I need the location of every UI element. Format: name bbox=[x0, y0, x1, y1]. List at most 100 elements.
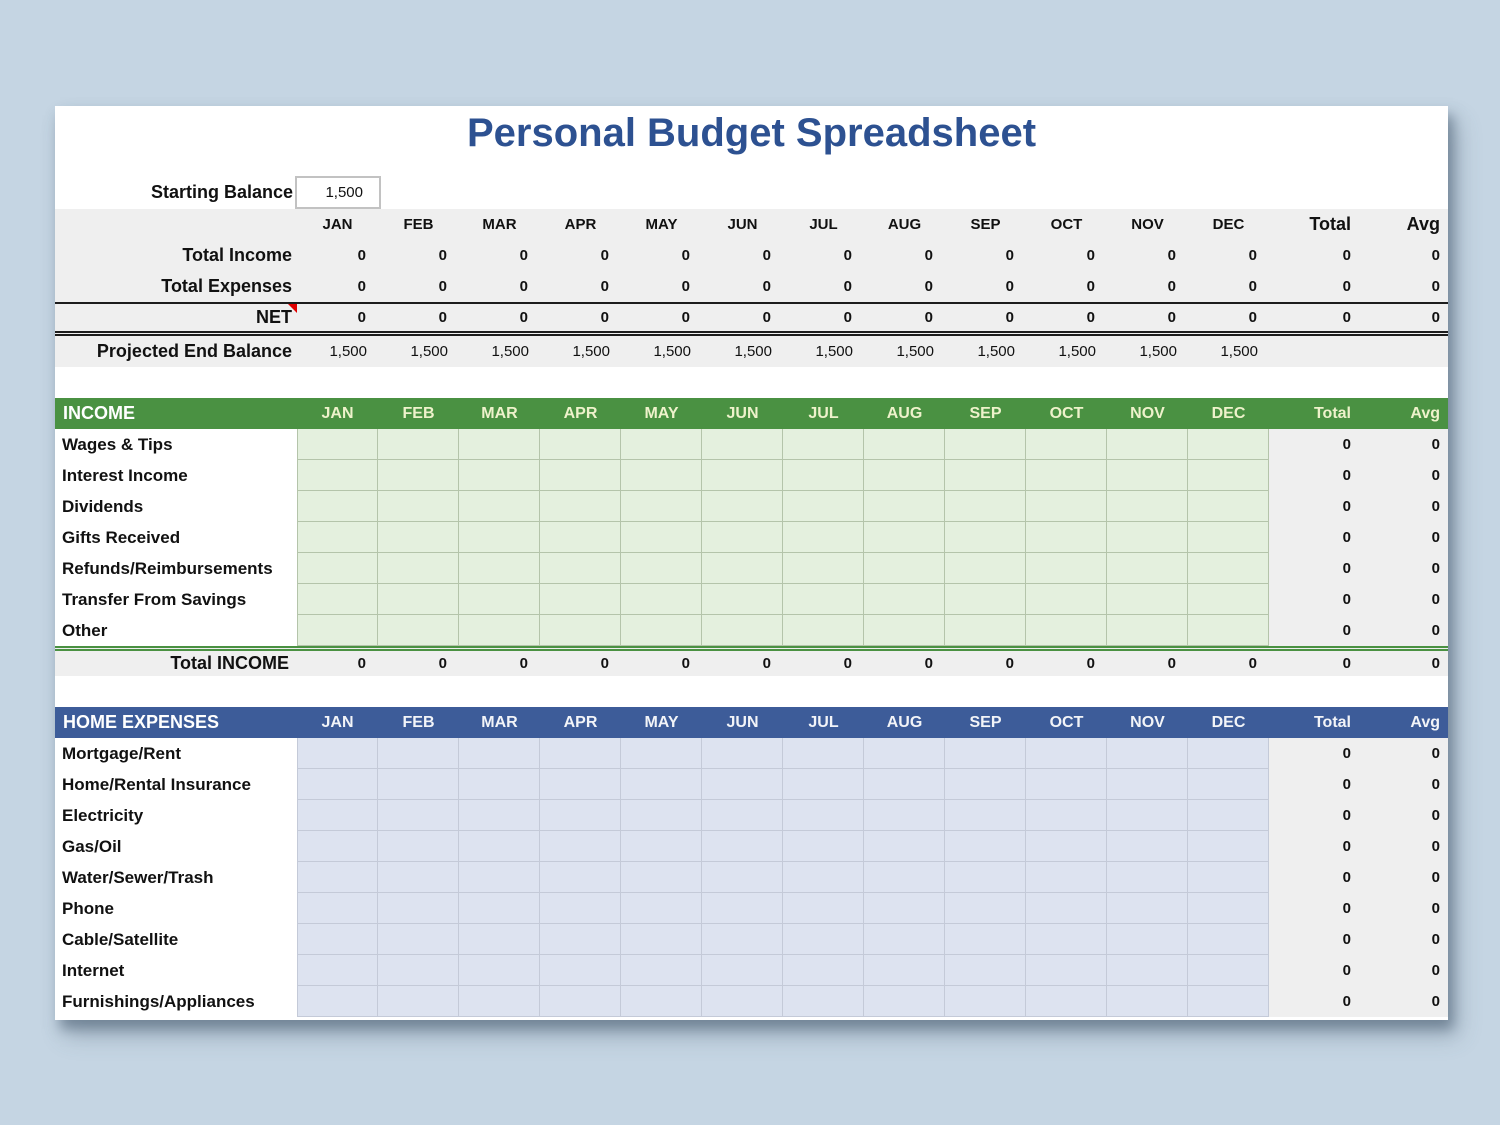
cell-electricity-sep[interactable] bbox=[945, 800, 1026, 831]
cell-furnishings-appliances-aug[interactable] bbox=[864, 986, 945, 1017]
cell-other-sep[interactable] bbox=[945, 615, 1026, 646]
cell-other-nov[interactable] bbox=[1107, 615, 1188, 646]
cell-water-sewer-trash-apr[interactable] bbox=[540, 862, 621, 893]
cell-refunds-reimbursements-jul[interactable] bbox=[783, 553, 864, 584]
cell-interest-income-feb[interactable] bbox=[378, 460, 459, 491]
cell-wages-tips-jul[interactable] bbox=[783, 429, 864, 460]
cell-transfer-from-savings-jun[interactable] bbox=[702, 584, 783, 615]
cell-water-sewer-trash-jan[interactable] bbox=[297, 862, 378, 893]
cell-internet-mar[interactable] bbox=[459, 955, 540, 986]
cell-wages-tips-nov[interactable] bbox=[1107, 429, 1188, 460]
cell-internet-feb[interactable] bbox=[378, 955, 459, 986]
cell-cable-satellite-sep[interactable] bbox=[945, 924, 1026, 955]
cell-cable-satellite-mar[interactable] bbox=[459, 924, 540, 955]
cell-electricity-may[interactable] bbox=[621, 800, 702, 831]
cell-furnishings-appliances-jan[interactable] bbox=[297, 986, 378, 1017]
cell-phone-may[interactable] bbox=[621, 893, 702, 924]
cell-other-may[interactable] bbox=[621, 615, 702, 646]
cell-water-sewer-trash-mar[interactable] bbox=[459, 862, 540, 893]
cell-home-rental-insurance-sep[interactable] bbox=[945, 769, 1026, 800]
cell-water-sewer-trash-oct[interactable] bbox=[1026, 862, 1107, 893]
cell-dividends-aug[interactable] bbox=[864, 491, 945, 522]
cell-refunds-reimbursements-apr[interactable] bbox=[540, 553, 621, 584]
cell-furnishings-appliances-sep[interactable] bbox=[945, 986, 1026, 1017]
cell-refunds-reimbursements-sep[interactable] bbox=[945, 553, 1026, 584]
cell-gifts-received-mar[interactable] bbox=[459, 522, 540, 553]
cell-mortgage-rent-feb[interactable] bbox=[378, 738, 459, 769]
cell-phone-mar[interactable] bbox=[459, 893, 540, 924]
cell-phone-sep[interactable] bbox=[945, 893, 1026, 924]
cell-electricity-feb[interactable] bbox=[378, 800, 459, 831]
cell-wages-tips-apr[interactable] bbox=[540, 429, 621, 460]
cell-dividends-sep[interactable] bbox=[945, 491, 1026, 522]
cell-refunds-reimbursements-oct[interactable] bbox=[1026, 553, 1107, 584]
cell-transfer-from-savings-sep[interactable] bbox=[945, 584, 1026, 615]
cell-transfer-from-savings-oct[interactable] bbox=[1026, 584, 1107, 615]
cell-electricity-jun[interactable] bbox=[702, 800, 783, 831]
cell-home-rental-insurance-jun[interactable] bbox=[702, 769, 783, 800]
cell-wages-tips-jun[interactable] bbox=[702, 429, 783, 460]
cell-home-rental-insurance-jul[interactable] bbox=[783, 769, 864, 800]
cell-internet-may[interactable] bbox=[621, 955, 702, 986]
cell-furnishings-appliances-apr[interactable] bbox=[540, 986, 621, 1017]
cell-home-rental-insurance-apr[interactable] bbox=[540, 769, 621, 800]
cell-transfer-from-savings-apr[interactable] bbox=[540, 584, 621, 615]
cell-water-sewer-trash-sep[interactable] bbox=[945, 862, 1026, 893]
cell-water-sewer-trash-nov[interactable] bbox=[1107, 862, 1188, 893]
starting-balance-input[interactable]: 1,500 bbox=[295, 176, 381, 209]
cell-home-rental-insurance-dec[interactable] bbox=[1188, 769, 1269, 800]
cell-gas-oil-apr[interactable] bbox=[540, 831, 621, 862]
cell-gas-oil-mar[interactable] bbox=[459, 831, 540, 862]
cell-gas-oil-aug[interactable] bbox=[864, 831, 945, 862]
cell-cable-satellite-jun[interactable] bbox=[702, 924, 783, 955]
cell-phone-apr[interactable] bbox=[540, 893, 621, 924]
cell-internet-dec[interactable] bbox=[1188, 955, 1269, 986]
cell-mortgage-rent-dec[interactable] bbox=[1188, 738, 1269, 769]
cell-gifts-received-feb[interactable] bbox=[378, 522, 459, 553]
cell-electricity-apr[interactable] bbox=[540, 800, 621, 831]
cell-cable-satellite-aug[interactable] bbox=[864, 924, 945, 955]
cell-water-sewer-trash-aug[interactable] bbox=[864, 862, 945, 893]
cell-interest-income-jun[interactable] bbox=[702, 460, 783, 491]
cell-dividends-oct[interactable] bbox=[1026, 491, 1107, 522]
cell-electricity-nov[interactable] bbox=[1107, 800, 1188, 831]
cell-electricity-jul[interactable] bbox=[783, 800, 864, 831]
cell-transfer-from-savings-aug[interactable] bbox=[864, 584, 945, 615]
cell-interest-income-aug[interactable] bbox=[864, 460, 945, 491]
cell-cable-satellite-jul[interactable] bbox=[783, 924, 864, 955]
cell-mortgage-rent-apr[interactable] bbox=[540, 738, 621, 769]
cell-gas-oil-feb[interactable] bbox=[378, 831, 459, 862]
cell-mortgage-rent-jan[interactable] bbox=[297, 738, 378, 769]
cell-internet-jul[interactable] bbox=[783, 955, 864, 986]
cell-other-jul[interactable] bbox=[783, 615, 864, 646]
cell-phone-nov[interactable] bbox=[1107, 893, 1188, 924]
cell-gas-oil-dec[interactable] bbox=[1188, 831, 1269, 862]
cell-furnishings-appliances-nov[interactable] bbox=[1107, 986, 1188, 1017]
cell-furnishings-appliances-dec[interactable] bbox=[1188, 986, 1269, 1017]
cell-phone-oct[interactable] bbox=[1026, 893, 1107, 924]
cell-gas-oil-nov[interactable] bbox=[1107, 831, 1188, 862]
cell-refunds-reimbursements-mar[interactable] bbox=[459, 553, 540, 584]
cell-water-sewer-trash-may[interactable] bbox=[621, 862, 702, 893]
cell-electricity-mar[interactable] bbox=[459, 800, 540, 831]
cell-wages-tips-oct[interactable] bbox=[1026, 429, 1107, 460]
cell-interest-income-jan[interactable] bbox=[297, 460, 378, 491]
cell-home-rental-insurance-jan[interactable] bbox=[297, 769, 378, 800]
cell-furnishings-appliances-feb[interactable] bbox=[378, 986, 459, 1017]
cell-phone-aug[interactable] bbox=[864, 893, 945, 924]
cell-cable-satellite-apr[interactable] bbox=[540, 924, 621, 955]
cell-other-aug[interactable] bbox=[864, 615, 945, 646]
cell-internet-nov[interactable] bbox=[1107, 955, 1188, 986]
cell-interest-income-jul[interactable] bbox=[783, 460, 864, 491]
cell-gas-oil-oct[interactable] bbox=[1026, 831, 1107, 862]
cell-transfer-from-savings-jul[interactable] bbox=[783, 584, 864, 615]
cell-internet-oct[interactable] bbox=[1026, 955, 1107, 986]
cell-gifts-received-apr[interactable] bbox=[540, 522, 621, 553]
cell-water-sewer-trash-jun[interactable] bbox=[702, 862, 783, 893]
cell-refunds-reimbursements-feb[interactable] bbox=[378, 553, 459, 584]
cell-gas-oil-may[interactable] bbox=[621, 831, 702, 862]
cell-internet-apr[interactable] bbox=[540, 955, 621, 986]
cell-dividends-mar[interactable] bbox=[459, 491, 540, 522]
cell-cable-satellite-may[interactable] bbox=[621, 924, 702, 955]
cell-gifts-received-jun[interactable] bbox=[702, 522, 783, 553]
